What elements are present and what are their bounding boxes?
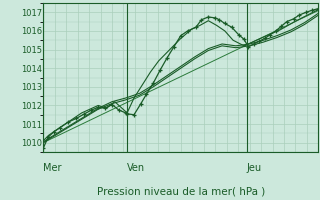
Text: Ven: Ven [127,163,145,173]
Text: Mer: Mer [43,163,62,173]
Text: Pression niveau de la mer( hPa ): Pression niveau de la mer( hPa ) [97,186,265,196]
Text: Jeu: Jeu [247,163,262,173]
